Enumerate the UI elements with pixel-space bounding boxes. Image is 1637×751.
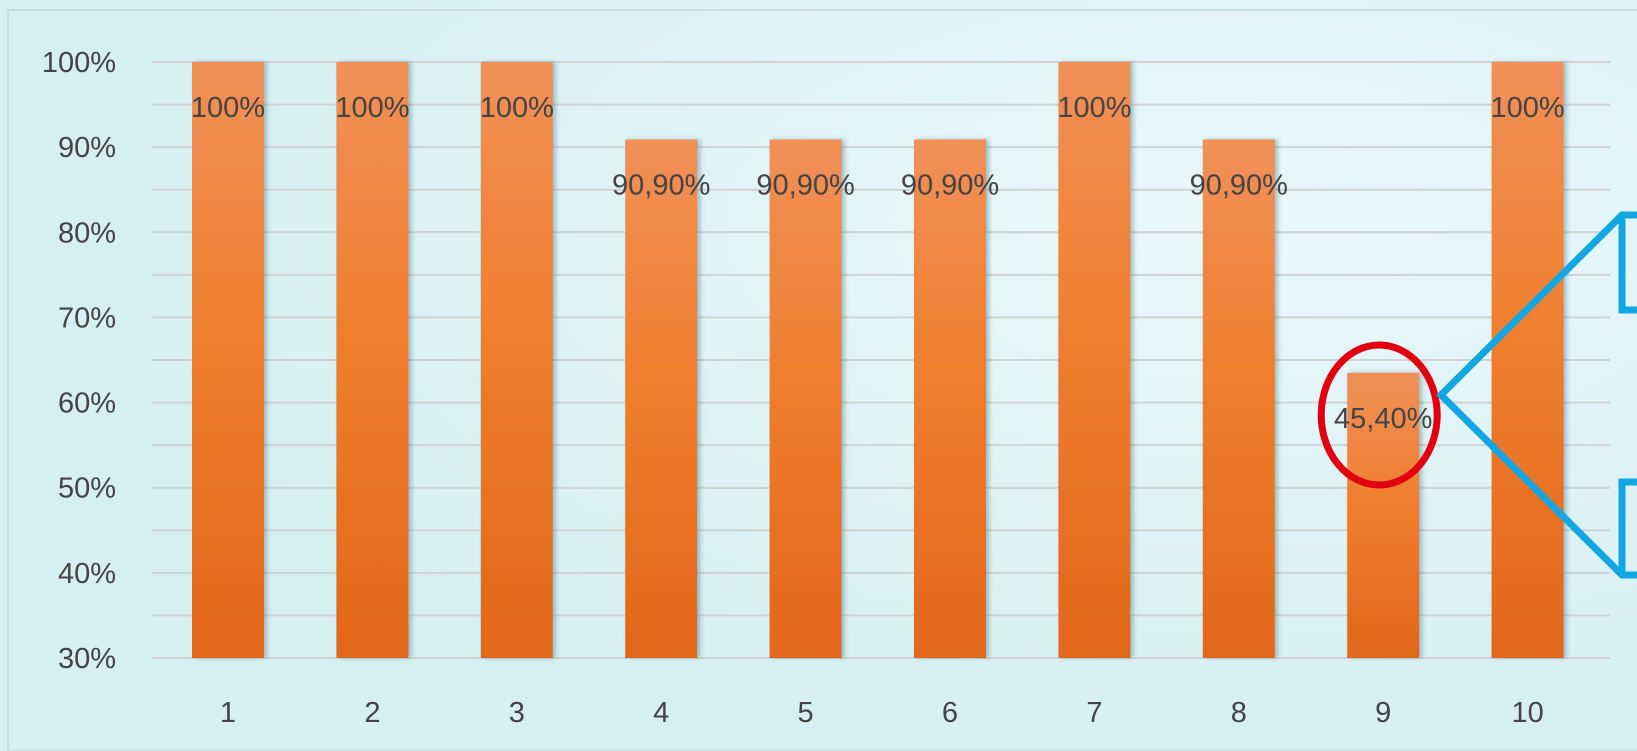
data-label-6: 90,90% xyxy=(901,169,999,201)
y-tick-label: 50% xyxy=(58,473,116,505)
x-tick-label-1: 1 xyxy=(220,697,236,729)
callout-arrow xyxy=(1436,211,1637,579)
bar-1 xyxy=(192,62,264,658)
x-tick-label-4: 4 xyxy=(653,697,669,729)
highlight-ring xyxy=(1317,341,1441,489)
bar-2 xyxy=(336,62,409,658)
bars xyxy=(192,62,1564,659)
x-tick-label-9: 9 xyxy=(1375,697,1391,729)
y-tick-label: 40% xyxy=(58,558,116,590)
bar-3 xyxy=(480,62,553,658)
bar-4 xyxy=(625,139,698,659)
callout-arrow-upper-notch xyxy=(1618,215,1637,314)
bar-8 xyxy=(1202,139,1275,659)
x-tick-label-3: 3 xyxy=(509,697,525,729)
x-tick-label-7: 7 xyxy=(1086,697,1102,729)
data-label-10: 100% xyxy=(1491,92,1565,124)
y-tick-label: 70% xyxy=(58,302,116,334)
data-label-2: 100% xyxy=(335,92,409,124)
y-tick-label: 60% xyxy=(58,388,116,420)
x-axis-ticks: 1 2 3 4 5 6 7 8 9 10 xyxy=(220,697,1544,729)
y-tick-label: 100% xyxy=(42,47,116,79)
bar-10 xyxy=(1491,62,1564,658)
data-label-8: 90,90% xyxy=(1190,169,1288,201)
bar-9 xyxy=(1347,372,1420,658)
chart-frame xyxy=(7,9,1637,751)
x-tick-label-8: 8 xyxy=(1231,697,1247,729)
data-label-4: 90,90% xyxy=(612,169,710,201)
x-tick-label-2: 2 xyxy=(364,697,380,729)
data-label-7: 100% xyxy=(1057,92,1131,124)
y-tick-label: 30% xyxy=(58,643,116,675)
callout-arrow-lower-notch xyxy=(1618,478,1637,575)
x-tick-label-5: 5 xyxy=(798,697,814,729)
data-labels: 100% 100% 100% 90,90% 90,90% 90,90% 100% 90,90%… xyxy=(191,92,1565,435)
data-label-1: 100% xyxy=(191,92,265,124)
y-axis-ticks: 30% 40% 50% 60% 70% 80% 90% 100% xyxy=(42,47,116,675)
x-tick-label-10: 10 xyxy=(1511,697,1543,729)
annotations xyxy=(1317,211,1637,579)
y-tick-label: 80% xyxy=(58,217,116,249)
bar-7 xyxy=(1058,62,1131,658)
data-label-9: 45,40% xyxy=(1334,403,1432,435)
data-label-3: 100% xyxy=(480,92,554,124)
data-label-5: 90,90% xyxy=(756,169,854,201)
x-tick-label-6: 6 xyxy=(942,697,958,729)
y-tick-label: 90% xyxy=(58,132,116,164)
bar-5 xyxy=(769,139,842,659)
bar-6 xyxy=(914,139,986,659)
